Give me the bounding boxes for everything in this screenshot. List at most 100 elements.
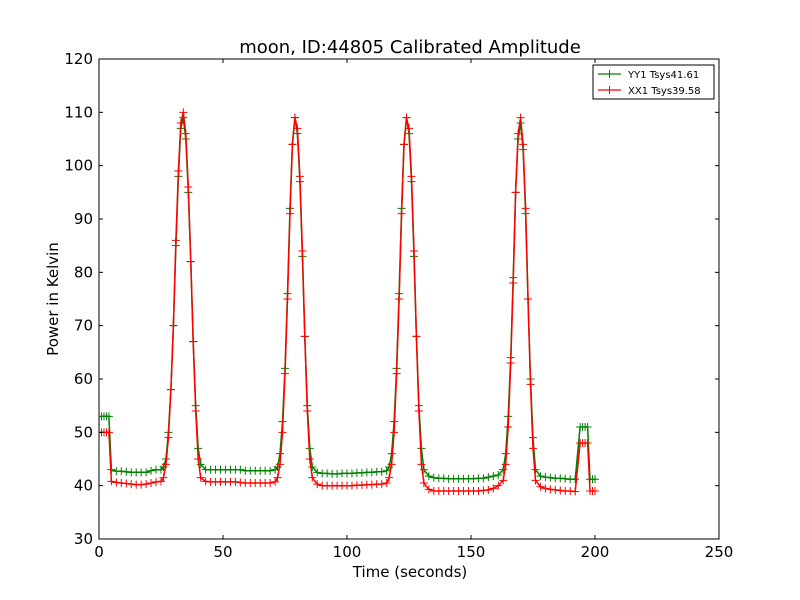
x-tick-label-2: 100 [333, 543, 362, 561]
series-1-point-90 [419, 465, 428, 474]
series-1-point-63 [323, 469, 332, 478]
series-2-point-8 [127, 480, 136, 489]
series-2-point-89 [417, 460, 426, 469]
x-tick-label-1: 50 [213, 543, 232, 561]
series-2-point-87 [412, 332, 421, 341]
series-2-point-17 [164, 433, 173, 442]
series-2-point-56 [298, 247, 307, 255]
plot-frame [98, 58, 720, 540]
series-2-point-53 [290, 113, 299, 122]
series-2-point-83 [402, 113, 411, 122]
series-2-point-61 [313, 480, 322, 489]
series-2-point-103 [484, 485, 493, 494]
series-2-point-47 [276, 460, 285, 469]
series-2-point-118 [529, 444, 537, 453]
series-1-point-121 [541, 473, 550, 482]
series-2-point-106 [499, 476, 508, 485]
y-tick-label-4: 70 [74, 317, 93, 335]
series-2-point-116 [524, 295, 533, 303]
series-1-point-106 [499, 465, 508, 474]
series-2-point-24 [181, 129, 190, 138]
series-2-point-3 [104, 428, 113, 437]
series-2-point-20 [171, 236, 180, 245]
series-2-point-44 [266, 479, 275, 487]
series-1-point-105 [494, 471, 503, 479]
series-1-point-102 [479, 474, 488, 483]
series-1-point-11 [142, 468, 151, 477]
series-1-point-91 [424, 472, 433, 481]
series-2-point-82 [400, 140, 409, 149]
series-1-point-72 [367, 468, 376, 477]
series-1-point-68 [347, 469, 356, 478]
series-2-point-111 [511, 188, 520, 197]
series-2-point-28 [191, 407, 200, 415]
series-2-point-70 [357, 481, 366, 490]
series-1-point-60 [308, 463, 317, 471]
series-2-point-78 [390, 428, 399, 437]
series-2-point-54 [293, 124, 302, 133]
series-2-point-4 [107, 477, 116, 486]
series-2-point-58 [303, 407, 312, 415]
legend-frame [592, 64, 715, 100]
series-2-point-101 [474, 487, 483, 495]
series-2-point-10 [137, 480, 146, 489]
series-1-point-74 [377, 467, 386, 476]
series-1-point-134 [591, 475, 599, 484]
series-2-point-25 [184, 183, 193, 191]
series-2-point-112 [514, 129, 523, 138]
series-2-point-91 [424, 485, 433, 494]
series-2-point-75 [382, 479, 391, 487]
series-1-point-92 [429, 473, 438, 482]
series-2-point-55 [295, 172, 304, 181]
series-1-point-124 [556, 474, 565, 483]
x-tick-label-5: 250 [705, 543, 734, 561]
legend: YY1 Tsys41.61 XX1 Tsys39.58 [592, 64, 715, 100]
x-tick-label-4: 200 [581, 543, 610, 561]
series-2-point-31 [201, 477, 210, 486]
series-2-point-26 [186, 257, 195, 266]
series-2-point-11 [142, 480, 151, 489]
series-2-point-6 [117, 479, 126, 487]
axes: 0 50 100 150 200 250 30 40 50 60 70 80 90 100 110 120 [64, 50, 733, 561]
series-2-point-102 [479, 486, 488, 495]
legend-label-2: XX1 Tsys39.58 [628, 86, 701, 97]
y-tick-label-6: 90 [74, 210, 93, 228]
y-tick-label-7: 100 [64, 157, 93, 175]
series-1-point-38 [236, 465, 245, 474]
series-2-point-21 [174, 167, 183, 175]
series-2-point-104 [489, 484, 498, 493]
series-2-point-5 [112, 478, 121, 487]
series-2-point-29 [194, 455, 203, 463]
series-2 [99, 108, 599, 496]
series-1-point-131 [583, 423, 592, 431]
series-1-point-103 [484, 473, 493, 482]
series-2-point-127 [571, 487, 580, 496]
series-2-point-15 [159, 473, 168, 482]
y-tick-label-3: 60 [74, 370, 93, 388]
series-2-point-119 [531, 476, 540, 485]
series-2-point-86 [409, 247, 418, 255]
series-2-point-105 [494, 481, 503, 490]
series-1-point-6 [117, 467, 126, 476]
series-2-point-122 [546, 485, 555, 494]
series-2-point-60 [308, 473, 317, 482]
series-1-point-104 [489, 472, 498, 481]
series-2-point-18 [166, 385, 175, 394]
series-1-point-125 [561, 474, 570, 483]
series-2-point-120 [536, 482, 545, 491]
series-2-point-134 [591, 487, 599, 495]
series-2-point-74 [377, 480, 386, 489]
series-2-point-30 [196, 473, 205, 482]
series-2-point-90 [419, 479, 428, 487]
series-1-point-61 [313, 468, 322, 477]
series-2-point-72 [367, 480, 376, 489]
legend-marker-2 [605, 86, 614, 94]
series-1-point-70 [357, 468, 366, 477]
series-2-point-108 [504, 423, 513, 431]
series-2-point-121 [541, 484, 550, 493]
series-2-point-19 [169, 321, 178, 330]
series-1-point-94 [439, 474, 448, 483]
plot-area [99, 108, 599, 496]
series-2-point-37 [231, 477, 240, 486]
